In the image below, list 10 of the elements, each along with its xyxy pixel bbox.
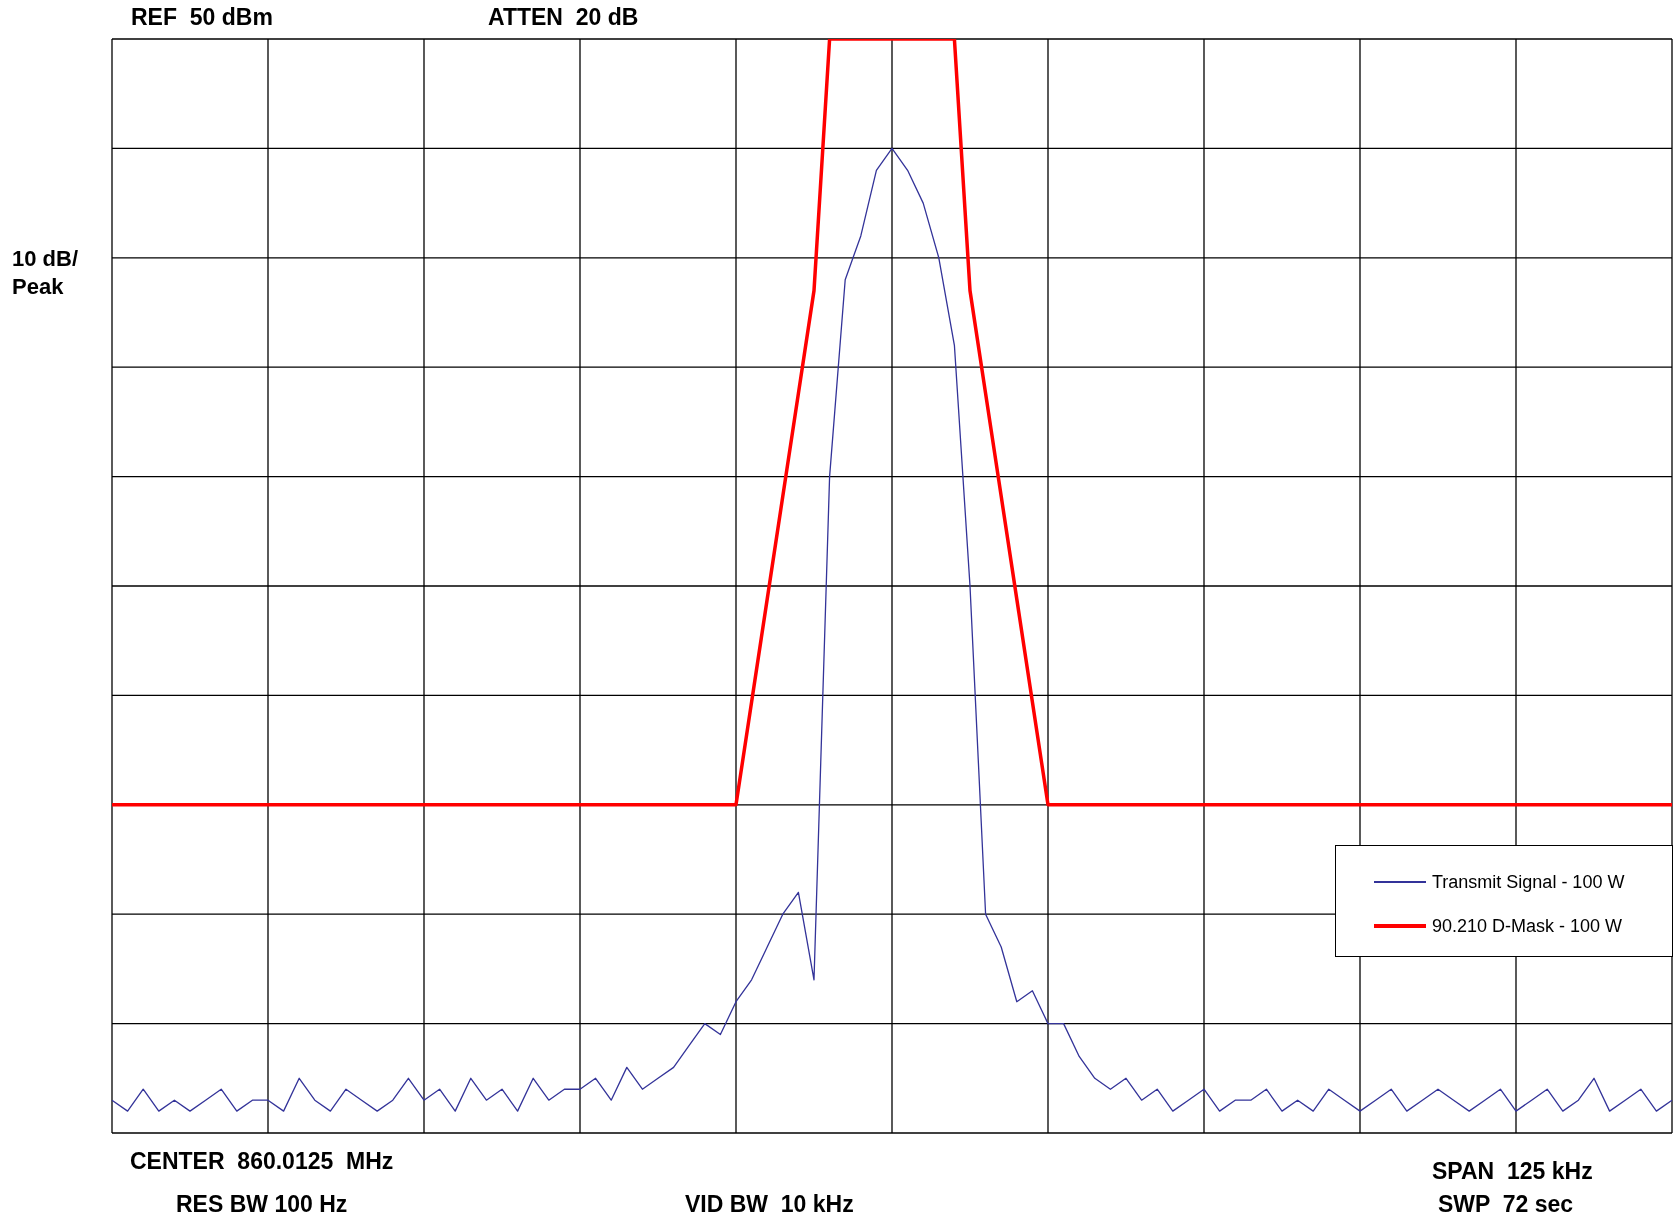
text: RES BW 100 Hz — [176, 1191, 348, 1218]
text: SWP 72 sec — [1438, 1191, 1574, 1218]
legend-label: Transmit Signal - 100 W — [1432, 871, 1625, 893]
y-axis-title: 10 dB/ Peak — [12, 245, 80, 301]
legend-label: 90.210 D-Mask - 100 W — [1432, 915, 1623, 937]
text: VID BW 10 kHz — [685, 1191, 854, 1218]
text: ATTEN 20 dB — [488, 4, 639, 31]
text: CENTER 860.0125 MHz — [130, 1148, 394, 1175]
text: REF 50 dBm — [131, 4, 273, 31]
text: SPAN 125 kHz — [1432, 1158, 1593, 1185]
